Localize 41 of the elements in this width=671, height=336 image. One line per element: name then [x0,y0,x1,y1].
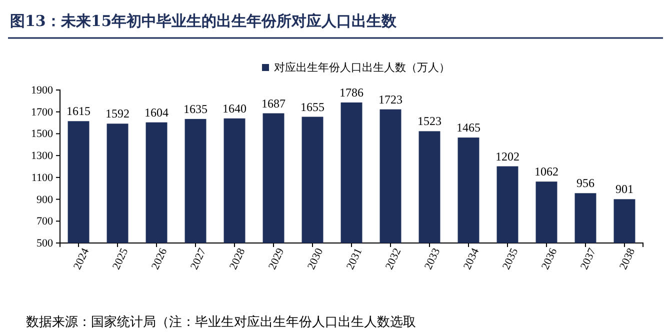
data-label: 1635 [184,102,208,116]
x-tick-label: 2035 [500,246,521,272]
source-note: 数据来源：国家统计局（注：毕业生对应出生年份人口出生人数选取 [26,314,416,330]
x-tick-label: 2038 [617,246,638,272]
y-tick-label: 1700 [31,106,54,118]
x-tick-label: 2037 [578,246,599,272]
data-label: 1592 [106,106,130,121]
y-tick-label: 1900 [31,84,54,97]
data-label: 901 [615,182,634,196]
chart-title: 图13：未来15年初中毕业生的出生年份所对应人口出生数 [10,12,398,30]
x-tick-label: 2033 [422,246,443,272]
y-tick-label: 700 [36,216,54,228]
x-tick-label: 2032 [383,246,404,272]
x-tick-label: 2034 [461,246,482,272]
y-tick-label: 500 [36,238,54,250]
data-label: 1202 [495,149,520,164]
data-label: 1615 [66,104,91,118]
y-tick-label: 1100 [31,172,54,184]
x-tick-label: 2024 [71,246,92,272]
data-label: 1465 [456,120,480,135]
x-tick-label: 2029 [266,246,287,272]
x-tick-label: 2025 [110,246,131,272]
x-tick-label: 2030 [305,246,326,272]
x-tick-label: 2036 [539,246,560,272]
data-label: 1786 [340,85,364,100]
data-label: 1655 [300,100,325,114]
data-label: 1062 [534,164,558,179]
x-tick-label: 2027 [188,246,209,272]
y-tick-label: 1300 [31,150,54,162]
x-tick-label: 2028 [227,246,248,272]
legend-label: 对应出生年份人口出生人数（万人） [274,61,450,74]
data-label: 1687 [262,96,286,110]
data-label: 1523 [417,114,442,128]
y-tick-label: 1500 [31,128,54,140]
data-label: 1604 [144,105,169,120]
x-tick-label: 2031 [344,246,365,272]
data-label: 1640 [222,101,247,116]
y-tick-label: 900 [36,194,54,206]
data-label: 1723 [378,92,402,106]
data-label: 956 [576,176,594,190]
x-tick-label: 2026 [149,246,170,272]
